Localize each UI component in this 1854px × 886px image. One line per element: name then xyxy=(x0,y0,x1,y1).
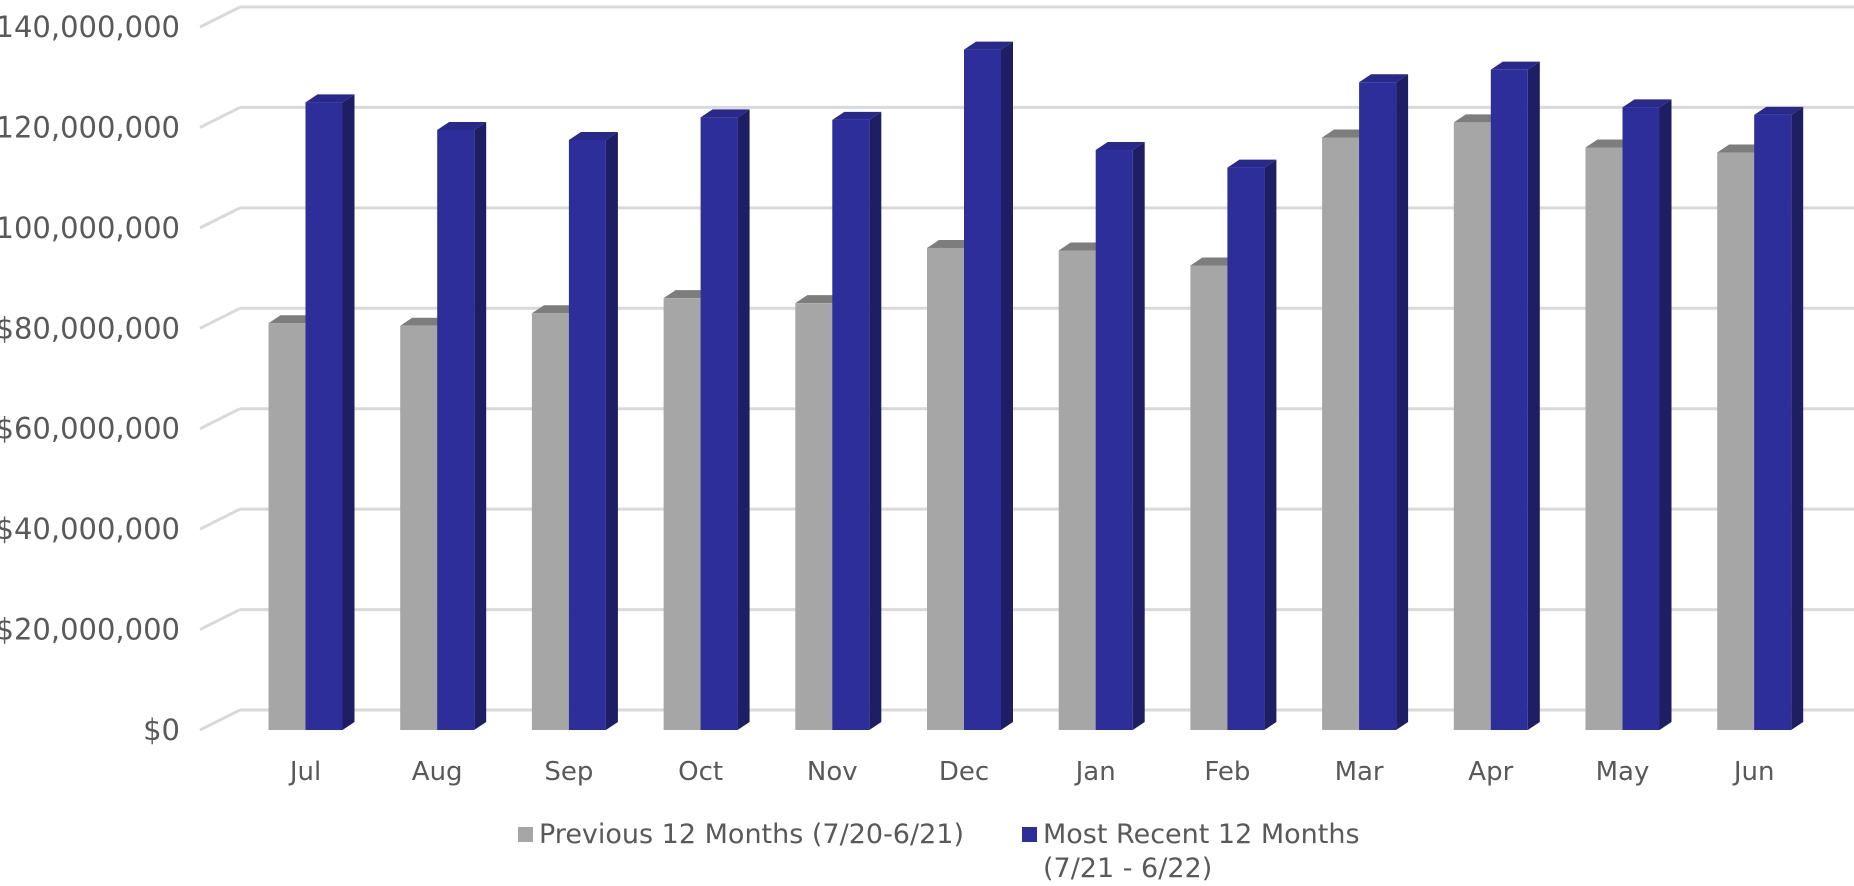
gridline-diagonal xyxy=(199,407,241,431)
y-tick-label: $40,000,000 xyxy=(0,512,180,546)
bar-recent-jun xyxy=(1754,106,1804,730)
x-category-label: Jan xyxy=(1074,757,1116,787)
gridline-diagonal xyxy=(199,507,241,531)
x-category-label: Jun xyxy=(1732,757,1775,787)
y-axis-tick-labels: $0 $20,000,000 $40,000,000 $60,000,000 $80,0… xyxy=(0,10,180,747)
x-category-label: Apr xyxy=(1468,757,1513,787)
x-category-label: Mar xyxy=(1335,757,1384,787)
y-tick-label: $100,000,000 xyxy=(0,211,180,245)
gridline-diagonal xyxy=(199,5,241,29)
bar-recent-jan xyxy=(1095,142,1145,730)
x-category-label: Feb xyxy=(1204,757,1250,787)
gridline-diagonal xyxy=(199,106,241,129)
gridline-diagonal xyxy=(199,206,241,230)
bar-recent-jul xyxy=(305,94,355,731)
bar-recent-sep xyxy=(568,131,618,730)
bar-recent-aug xyxy=(437,121,487,731)
x-category-label: Aug xyxy=(412,757,463,787)
bar-recent-dec xyxy=(964,41,1013,730)
legend-swatch-previous xyxy=(518,827,533,842)
x-category-label: Sep xyxy=(544,757,593,787)
gridline-diagonal xyxy=(199,708,241,732)
bar-recent-nov xyxy=(832,111,882,731)
bar-recent-feb xyxy=(1227,159,1277,731)
x-category-label: May xyxy=(1596,757,1650,787)
y-tick-label: $0 xyxy=(143,713,180,747)
x-category-label: Dec xyxy=(939,757,989,787)
bars xyxy=(268,41,1804,731)
bar-recent-mar xyxy=(1359,74,1409,730)
y-tick-label: $60,000,000 xyxy=(0,412,180,446)
legend-item-recent: Most Recent 12 Months (7/21 - 6/22) xyxy=(1021,818,1363,886)
legend-swatch-recent xyxy=(1021,827,1037,842)
legend: Previous 12 Months (7/20-6/21) Most Rece… xyxy=(518,818,1363,886)
y-tick-label: $120,000,000 xyxy=(0,110,180,144)
bar-recent-apr xyxy=(1490,61,1540,731)
gridline-diagonal xyxy=(199,306,241,330)
bar-recent-may xyxy=(1622,99,1672,731)
x-category-label: Nov xyxy=(807,757,858,787)
x-axis-category-labels: Jul Aug Sep Oct Nov Dec Jan Feb Mar Apr May Jun xyxy=(288,757,1775,787)
legend-item-previous: Previous 12 Months (7/20-6/21) xyxy=(518,818,964,886)
legend-label-recent: Most Recent 12 Months (7/21 - 6/22) xyxy=(1042,819,1360,884)
gridline-diagonal xyxy=(199,608,241,631)
y-tick-label: $140,000,000 xyxy=(0,10,180,44)
x-category-label: Oct xyxy=(678,757,723,787)
legend-label-previous: Previous 12 Months (7/20-6/21) xyxy=(539,819,964,850)
x-category-label: Jul xyxy=(288,757,321,787)
y-tick-label: $80,000,000 xyxy=(0,311,180,345)
y-tick-label: $20,000,000 xyxy=(0,613,180,647)
bar-recent-oct xyxy=(700,109,750,730)
gridlines xyxy=(199,5,1854,732)
